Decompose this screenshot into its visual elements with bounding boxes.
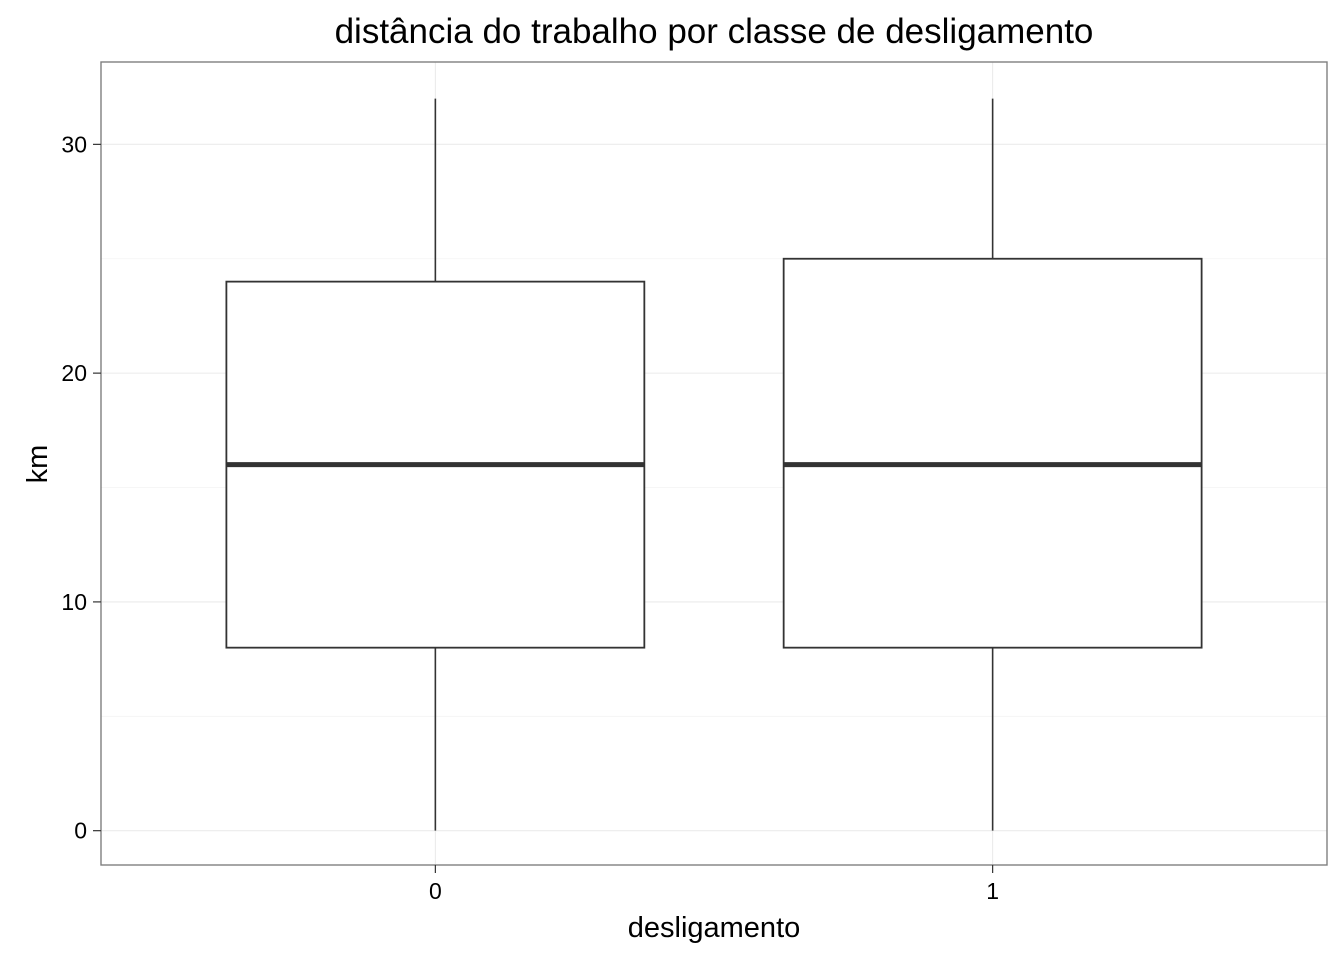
x-tick-label: 1 bbox=[986, 878, 999, 904]
axes: 0 10 20 30 0 1 bbox=[61, 131, 999, 904]
x-tick-label: 0 bbox=[429, 878, 442, 904]
y-tick-label: 0 bbox=[74, 818, 87, 844]
y-axis-title: km bbox=[22, 445, 54, 484]
x-axis-title: desligamento bbox=[628, 912, 801, 944]
box-1 bbox=[782, 98, 1203, 831]
boxes bbox=[225, 98, 1203, 831]
box-iqr bbox=[782, 257, 1203, 649]
box-0 bbox=[225, 98, 646, 831]
plot-panel-border bbox=[100, 61, 1328, 866]
chart-title: distância do trabalho por classe de desl… bbox=[335, 12, 1094, 51]
y-tick-label: 20 bbox=[61, 360, 87, 386]
y-tick-label: 10 bbox=[61, 589, 87, 615]
y-tick-label: 30 bbox=[61, 131, 87, 157]
